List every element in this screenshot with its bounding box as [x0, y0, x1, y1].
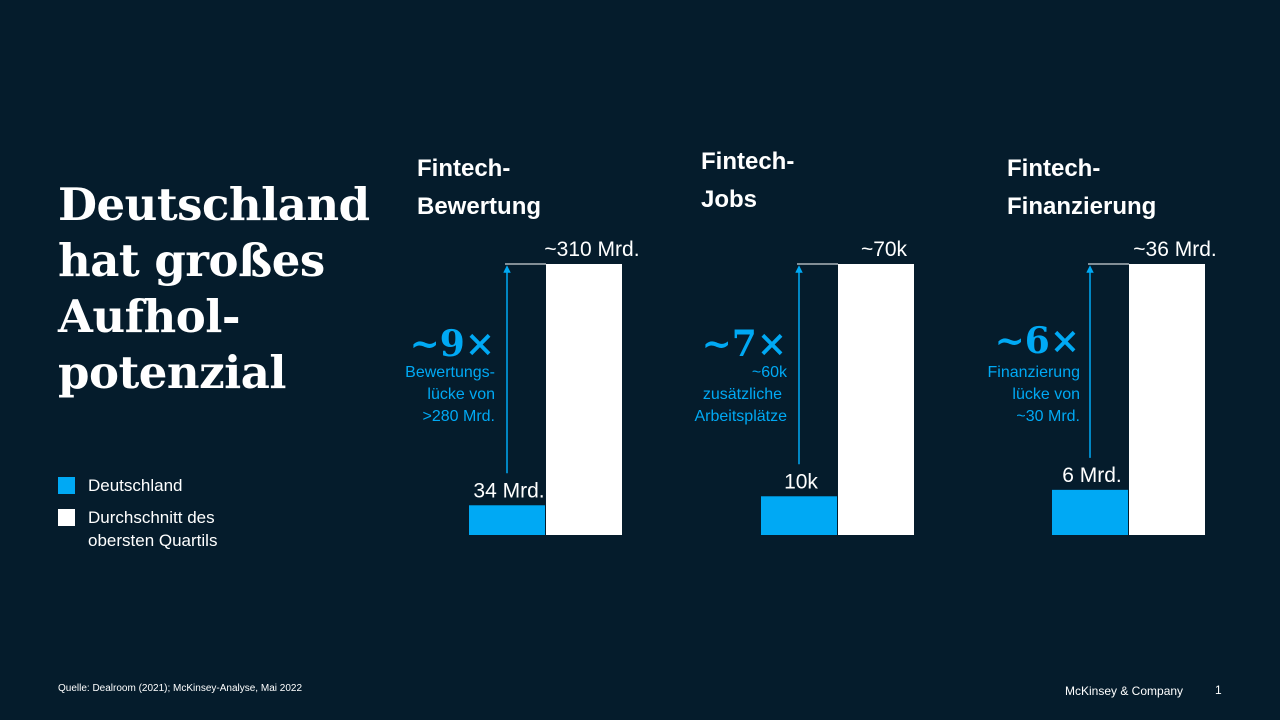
legend-item-top-quartile: Durchschnitt des obersten Quartils — [58, 506, 217, 552]
legend-item-deutschland: Deutschland — [58, 474, 217, 497]
bar-top-quartile-bewertung — [546, 264, 622, 535]
legend: Deutschland Durchschnitt des obersten Qu… — [58, 474, 217, 561]
gap-note-finanzierung-line-3: ~30 Mrd. — [1016, 408, 1080, 425]
bar-deutschland-finanzierung — [1052, 489, 1128, 535]
multiplier-label-bewertung: ~9× — [410, 323, 495, 365]
value-label-top-quartile-finanzierung: ~36 Mrd. — [1133, 238, 1216, 261]
value-label-deutschland-finanzierung: 6 Mrd. — [1062, 464, 1122, 487]
multiplier-label-jobs: ~7× — [702, 323, 787, 365]
bar-top-quartile-finanzierung — [1129, 264, 1205, 535]
brand-name: McKinsey & Company — [1065, 684, 1184, 698]
gap-note-bewertung-line-1: Bewertungs- — [405, 364, 495, 381]
bar-top-quartile-jobs — [838, 264, 914, 535]
source-note: Quelle: Dealroom (2021); McKinsey-Analys… — [58, 683, 302, 694]
legend-label-top-quartile: Durchschnitt des obersten Quartils — [88, 508, 218, 550]
legend-swatch-top-quartile — [58, 509, 75, 526]
value-label-deutschland-bewertung: 34 Mrd. — [473, 479, 544, 502]
page-title: Deutschland hat großes Aufhol- potenzial — [58, 178, 370, 399]
gap-note-jobs-line-1: ~60k — [752, 364, 788, 381]
value-label-top-quartile-bewertung: ~310 Mrd. — [544, 238, 639, 261]
bar-deutschland-bewertung — [469, 505, 545, 535]
gap-note-jobs-line-3: Arbeitsplätze — [695, 408, 788, 425]
multiplier-label-finanzierung: ~6× — [995, 320, 1080, 362]
chart-title-jobs: Fintech- Jobs — [701, 148, 795, 213]
gap-note-jobs-line-2: zusätzliche — [703, 386, 782, 403]
chart-title-finanzierung: Fintech- Finanzierung — [1007, 155, 1157, 220]
gap-note-bewertung-line-3: >280 Mrd. — [423, 408, 495, 425]
value-label-deutschland-jobs: 10k — [784, 470, 818, 493]
gap-note-bewertung-line-2: lücke von — [427, 386, 495, 403]
legend-swatch-deutschland — [58, 477, 75, 494]
chart-title-bewertung: Fintech- Bewertung — [417, 155, 542, 220]
legend-label-deutschland: Deutschland — [88, 476, 183, 495]
gap-note-finanzierung-line-2: lücke von — [1012, 386, 1080, 403]
page-number: 1 — [1215, 683, 1222, 697]
gap-note-finanzierung-line-1: Finanzierung — [988, 364, 1081, 381]
bar-deutschland-jobs — [761, 496, 837, 535]
value-label-top-quartile-jobs: ~70k — [861, 238, 908, 261]
